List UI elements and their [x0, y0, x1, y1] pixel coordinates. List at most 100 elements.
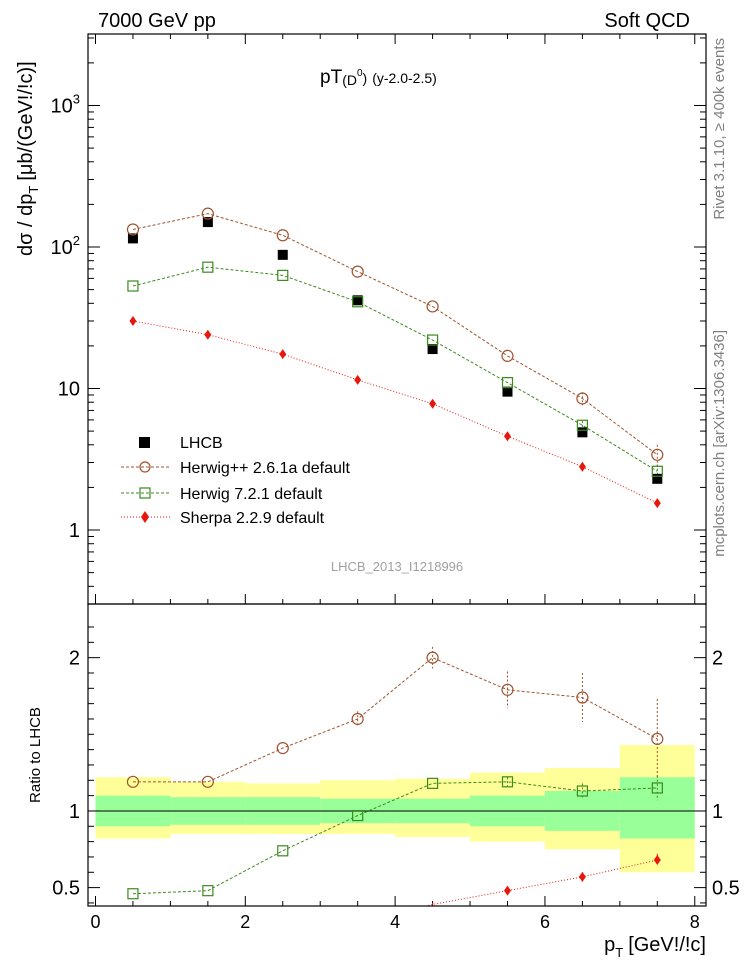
data-point-lhcb [502, 386, 513, 397]
data-point-herwigpp [126, 775, 140, 788]
x-tick-label: 6 [540, 912, 550, 932]
data-point-herwigpp [501, 349, 514, 362]
chart-title-rest: (y-2.0-2.5) [372, 70, 437, 86]
legend-label-lhcb: LHCB [180, 435, 223, 452]
data-point-lhcb [127, 233, 138, 244]
y-tick-label: 102 [51, 233, 80, 259]
legend-label-herwigpp: Herwig++ 2.6.1a default [180, 460, 350, 477]
data-point-herwig7 [202, 885, 214, 897]
legend: LHCB Herwig++ 2.6.1a default Herwig 7.2.… [121, 435, 350, 527]
data-point-sherpa [578, 461, 586, 472]
y-tick-label: 103 [51, 91, 80, 117]
header-category: Soft QCD [604, 10, 690, 32]
data-point-sherpa [503, 885, 511, 896]
data-point-herwigpp [426, 300, 439, 313]
chart-title-paren: (D [342, 72, 357, 88]
data-point-herwig7 [352, 809, 364, 822]
x-axis-label-main: p [604, 934, 615, 956]
rivet-label: Rivet 3.1.10, ≥ 400k events [711, 38, 728, 220]
data-point-herwig7 [651, 782, 663, 794]
y-axis-label: dσ / dpT [μb/(GeV!/!c)] [15, 61, 41, 256]
legend-marker-herwigpp [139, 461, 151, 473]
data-point-sherpa [279, 349, 287, 360]
data-point-sherpa [578, 871, 586, 882]
y-tick-label-base: 1 [69, 520, 80, 542]
data-point-herwig7 [426, 777, 439, 789]
data-point-lhcb [652, 473, 663, 484]
data-point-herwigpp [576, 392, 589, 405]
data-point-lhcb [202, 217, 213, 228]
ratio-y-tick-label: 1 [69, 801, 80, 823]
data-point-herwigpp [201, 207, 214, 220]
ratio-y-tick-label-right: 1 [712, 801, 723, 823]
data-point-herwigpp [651, 448, 664, 461]
legend-marker-herwig7 [139, 487, 151, 499]
data-point-herwigpp [651, 732, 664, 746]
data-point-sherpa [429, 398, 437, 409]
ratio-y-axis-label: Ratio to LHCB [27, 707, 44, 803]
data-point-herwigpp [276, 229, 289, 242]
data-point-herwigpp [351, 712, 364, 726]
top-data-layer [126, 207, 664, 509]
y-tick-label-base: 10 [58, 378, 80, 400]
ratio-band-green [619, 777, 695, 839]
chart-title-main: pT [320, 67, 343, 88]
y-tick-label-exp: 2 [73, 233, 80, 248]
data-point-herwigpp [126, 223, 140, 236]
x-tick-label: 4 [390, 912, 400, 932]
x-axis-label: pT [GeV!/!c] [604, 934, 706, 960]
data-point-sherpa [354, 374, 362, 385]
mcplots-label: mcplots.cern.ch [arXiv:1306.3436] [711, 330, 728, 557]
chart-title-close: ) [363, 70, 368, 86]
x-axis-label-units: [GeV!/!c] [628, 934, 706, 956]
data-point-herwig7 [352, 296, 364, 308]
y-tick-label-exp: 3 [73, 91, 80, 106]
data-point-lhcb [277, 249, 288, 260]
data-point-herwigpp [351, 265, 364, 278]
x-tick-label: 0 [90, 912, 100, 932]
data-point-lhcb [352, 295, 363, 306]
x-axis-label-sub: T [615, 945, 623, 960]
data-point-sherpa [653, 498, 661, 509]
data-point-herwig7 [501, 776, 514, 788]
ratio-axis-ticks: 0 2 4 6 8 2 2 1 1 0.5 0.5 [52, 626, 740, 932]
ratio-panel: 0 2 4 6 8 2 2 1 1 0.5 0.5 Ratio to LHCB pT [GeV!/!c… [27, 603, 740, 960]
ratio-data-layer [126, 646, 664, 906]
data-point-herwigpp [576, 691, 589, 704]
ratio-panel-frame [87, 603, 707, 907]
data-point-herwig7 [202, 261, 214, 273]
data-point-sherpa [503, 431, 511, 442]
data-point-herwig7 [651, 465, 663, 477]
ratio-line-herwigpp [132, 657, 658, 783]
ratio-line-herwig7 [132, 781, 658, 895]
y-tick-label: 1 [69, 520, 80, 542]
data-point-herwig7 [426, 334, 439, 346]
analysis-tag: LHCB_2013_I1218996 [331, 559, 463, 574]
legend-marker-sherpa [141, 511, 149, 523]
data-point-lhcb [427, 344, 438, 355]
ratio-bands [95, 745, 695, 873]
y-axis-label-units: [μb/(GeV!/!c)] [15, 61, 37, 180]
data-point-herwig7 [127, 888, 139, 900]
data-point-herwigpp [276, 742, 289, 755]
y-axis-label-sub: T [26, 186, 41, 194]
data-point-herwig7 [277, 845, 289, 857]
data-point-herwig7 [501, 377, 514, 389]
legend-marker-lhcb [139, 437, 150, 448]
data-point-sherpa [653, 855, 661, 866]
ratio-y-tick-label-right: 2 [712, 648, 723, 670]
series-line-herwigpp [132, 213, 658, 456]
ratio-y-tick-label: 2 [69, 648, 80, 670]
legend-label-herwig7: Herwig 7.2.1 default [180, 486, 323, 503]
data-point-sherpa [204, 329, 212, 340]
chart-title-sup: 0 [357, 68, 363, 79]
data-point-lhcb [577, 427, 588, 438]
chart-title: pT(D0) (y-2.0-2.5) [320, 67, 437, 88]
data-point-herwig7 [576, 419, 589, 431]
legend-label-sherpa: Sherpa 2.2.9 default [180, 510, 325, 527]
x-tick-label: 2 [240, 912, 250, 932]
data-point-herwigpp [426, 651, 439, 664]
data-point-herwigpp [201, 775, 214, 788]
y-tick-label-base: 10 [51, 237, 73, 259]
